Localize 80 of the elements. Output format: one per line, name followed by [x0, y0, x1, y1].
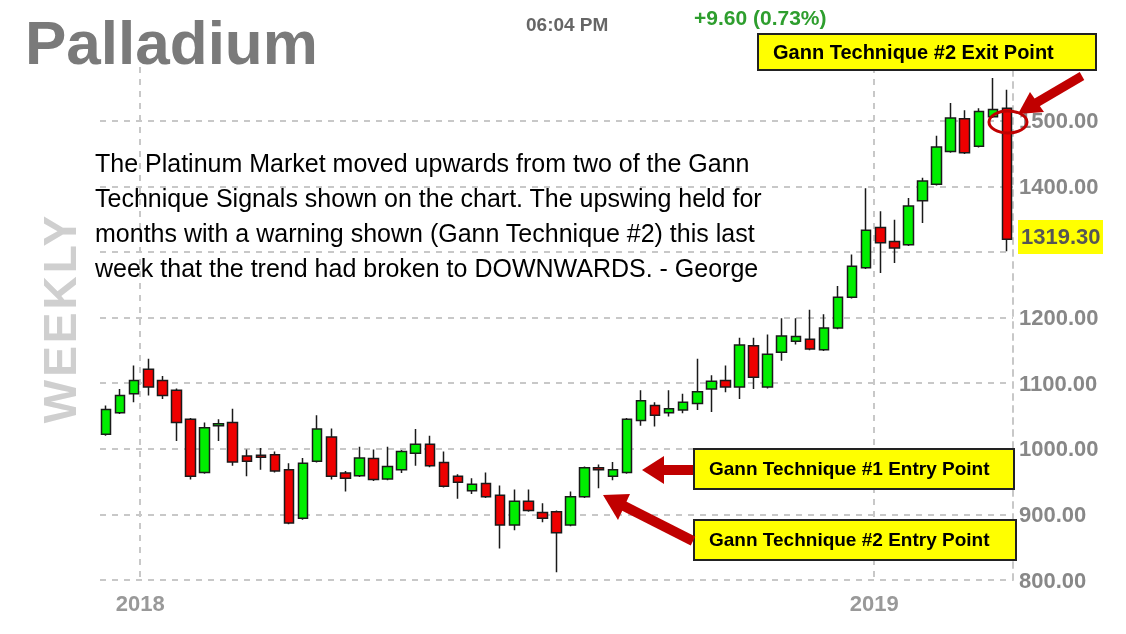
- candlestick: [452, 473, 464, 500]
- candlestick: [128, 364, 140, 403]
- candlestick: [592, 463, 605, 489]
- candlestick: [930, 134, 943, 187]
- y-tick-label: 1100.00: [1019, 370, 1098, 396]
- candlestick: [860, 187, 872, 270]
- candlestick: [409, 428, 422, 467]
- candlestick: [973, 107, 985, 149]
- candlestick: [395, 449, 408, 474]
- candlestick: [874, 210, 887, 274]
- candlestick: [226, 407, 239, 467]
- candlestick: [775, 317, 788, 362]
- annotation: Gann Technique #1 Entry Point: [693, 448, 1015, 490]
- candlestick: [649, 401, 661, 428]
- candlestick: [269, 450, 281, 474]
- candlestick: [733, 337, 746, 400]
- candlestick: [156, 375, 169, 400]
- candlestick: [353, 446, 366, 478]
- candlestick: [790, 317, 802, 346]
- chart-title: Palladium: [25, 7, 318, 77]
- candlestick: [607, 461, 619, 481]
- candlestick: [494, 484, 506, 550]
- candlestick: [184, 417, 197, 481]
- candlestick: [832, 285, 844, 331]
- text: 06:04 PM: [526, 14, 609, 36]
- candlestick: [241, 448, 253, 478]
- candlestick: [635, 389, 647, 427]
- candlestick: [381, 446, 394, 481]
- candlestick: [339, 470, 352, 493]
- candlestick: [761, 333, 774, 390]
- candlestick: [578, 465, 591, 499]
- candlestick: [1001, 89, 1013, 252]
- x-tick-label: 2018: [115, 590, 165, 616]
- candlestick: [438, 450, 450, 489]
- candlestick: [677, 392, 689, 415]
- candlestick: [846, 253, 858, 300]
- y-tick-label: 900.00: [1019, 501, 1087, 527]
- candlestick: [944, 102, 957, 154]
- candlestick: [691, 358, 704, 411]
- candlestick: [325, 427, 338, 481]
- candlestick: [804, 308, 816, 352]
- candlestick: [508, 488, 521, 531]
- candlestick: [621, 417, 633, 475]
- y-tick-label: 1400.00: [1019, 173, 1099, 199]
- candlestick: [888, 218, 901, 264]
- candlestick: [198, 421, 211, 475]
- candlestick: [283, 462, 295, 525]
- candlestick: [536, 502, 549, 523]
- candlestick: [719, 364, 732, 394]
- candlestick: [480, 471, 492, 499]
- candlestick: [100, 404, 112, 437]
- candlestick: [255, 447, 267, 471]
- candlestick: [522, 488, 535, 513]
- annotation: Gann Technique #2 Entry Point: [693, 519, 1017, 561]
- x-tick-label: 2019: [849, 590, 899, 616]
- annotation: The Platinum Market moved upwards from two of the Gann Technique Signals shown on the chart. The upswing held for months with a warning shown (Gann Technique #2) this last week that the trend had broken to DOWNWARDS. - George: [95, 148, 763, 284]
- annotation: 1319.30: [1017, 220, 1104, 255]
- candlestick: [747, 337, 760, 390]
- candlestick: [114, 388, 126, 415]
- candlestick: [367, 448, 380, 482]
- y-tick-label: 1200.00: [1019, 305, 1099, 330]
- annotation: Gann Technique #2 Exit Point: [757, 33, 1097, 71]
- candlestick: [424, 434, 436, 468]
- candlestick: [958, 109, 971, 155]
- candlestick: [902, 197, 915, 247]
- candlestick: [550, 509, 563, 573]
- candlestick: [212, 418, 225, 442]
- candlestick: [916, 176, 929, 224]
- candlestick: [705, 374, 718, 413]
- candlestick: [170, 387, 183, 442]
- candlestick: [466, 477, 478, 495]
- candlestick: [818, 313, 830, 352]
- candlestick: [297, 457, 309, 521]
- text: +9.60 (0.73%): [694, 6, 827, 30]
- candlestick: [564, 490, 577, 527]
- candlestick: [311, 414, 323, 464]
- y-tick-label: 1000.00: [1019, 436, 1099, 462]
- candlestick: [663, 389, 675, 418]
- y-tick-label: 800.00: [1019, 567, 1087, 593]
- candlestick: [142, 358, 155, 397]
